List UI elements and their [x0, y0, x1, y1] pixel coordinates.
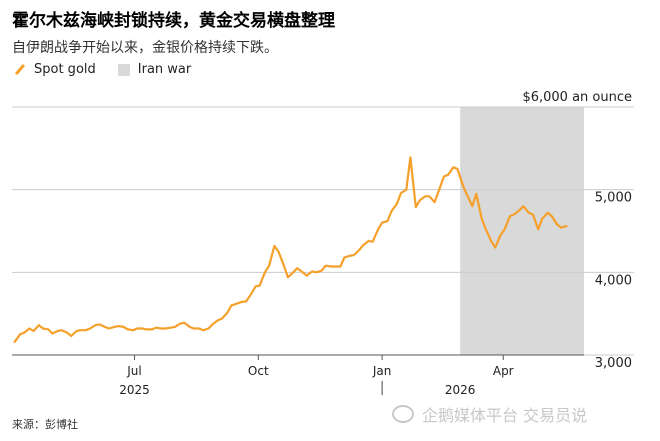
- year-label: 2026: [445, 383, 476, 397]
- y-tick-label: 4,000: [595, 273, 632, 288]
- x-tick-label: Apr: [493, 364, 514, 378]
- page-title: 霍尔木兹海峡封锁持续，黄金交易横盘整理: [12, 11, 335, 31]
- legend-label-spot-gold: Spot gold: [34, 62, 96, 77]
- y-tick-label: 3,000: [595, 356, 632, 371]
- chart-legend: Spot gold Iran war: [12, 62, 191, 77]
- legend-label-iran-war: Iran war: [137, 62, 192, 77]
- page-subtitle: 自伊朗战争开始以来，金银价格持续下跌。: [12, 40, 278, 56]
- year-label: 2025: [119, 383, 150, 397]
- line-layer: [13, 156, 568, 343]
- watermark-text: 企鹅媒体平台 交易员说: [422, 406, 588, 425]
- y-tick-label: 5,000: [595, 191, 632, 206]
- iran-war-shade: [460, 107, 584, 355]
- watermark-logo-icon: [392, 405, 414, 423]
- x-tick-label: Jul: [126, 364, 141, 378]
- axis-layer: $6,000 an ounce 5,000 4,000 3,000 Jul Oct Jan A…: [12, 90, 632, 397]
- series-line-spot-gold: [13, 156, 568, 343]
- x-tick-label: Jan: [372, 364, 392, 378]
- y-unit-label: $6,000 an ounce: [522, 90, 632, 105]
- watermark: 企鹅媒体平台 交易员说: [392, 402, 587, 426]
- x-tick-label: Oct: [248, 364, 269, 378]
- source-note: 来源：彭博社: [12, 418, 78, 431]
- shade-layer: [460, 107, 584, 355]
- legend-shade-swatch: [117, 63, 130, 76]
